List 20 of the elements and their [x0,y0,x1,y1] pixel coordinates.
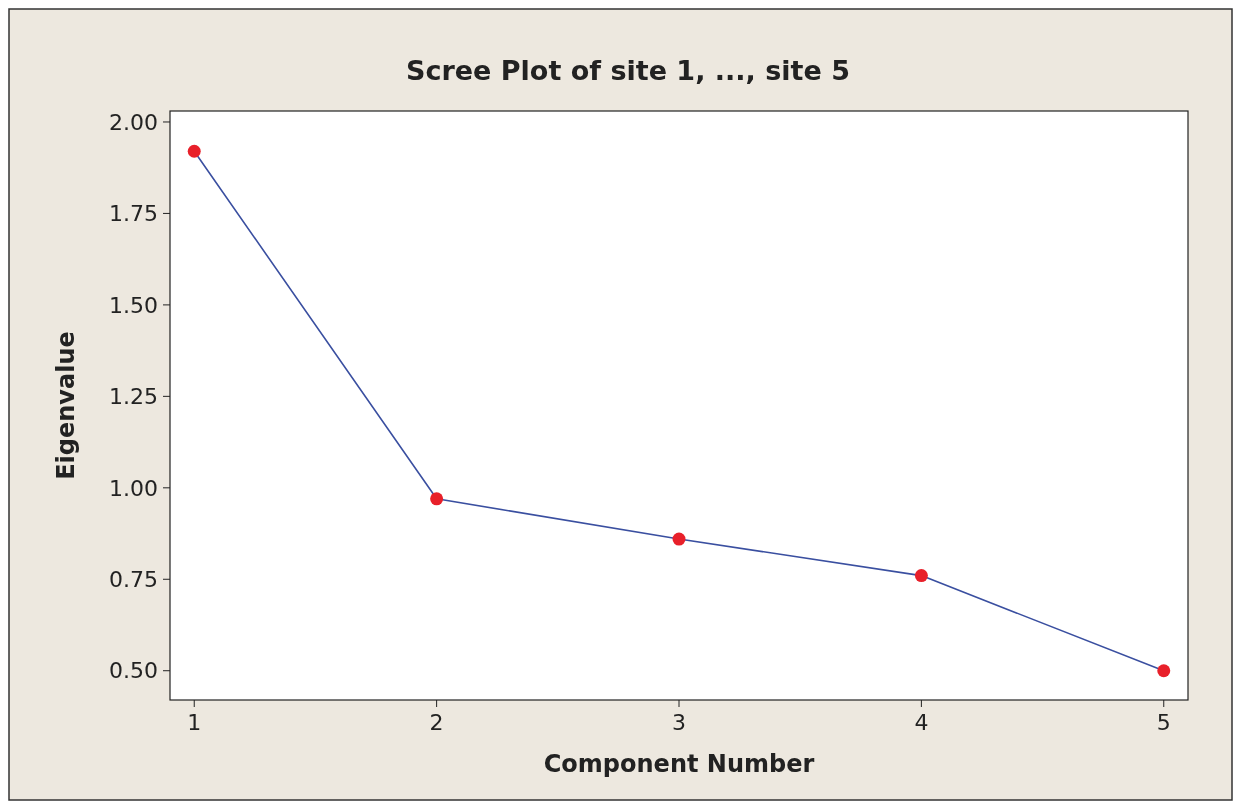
y-tick-label: 1.75 [109,201,158,227]
y-tick-label: 0.75 [109,566,158,592]
chart-title: Scree Plot of site 1, ..., site 5 [406,55,850,86]
point [914,569,928,583]
y-axis-title: Eigenvalue [52,331,80,480]
x-axis-title: Component Number [543,750,815,778]
y-tick-label: 0.50 [109,658,158,684]
point [430,492,444,506]
x-tick-label: 1 [187,710,202,735]
x-tick-label: 4 [914,710,929,735]
x-tick-label: 2 [429,710,444,735]
y-tick-label: 1.00 [109,475,158,501]
point [187,144,201,158]
point [672,532,686,546]
y-tick-label: 1.50 [109,292,158,318]
y-tick-label: 2.00 [109,109,158,135]
y-tick-label: 1.25 [109,384,158,410]
x-tick-label: 5 [1156,710,1171,735]
x-tick-label: 3 [672,710,686,735]
point [1157,664,1171,678]
